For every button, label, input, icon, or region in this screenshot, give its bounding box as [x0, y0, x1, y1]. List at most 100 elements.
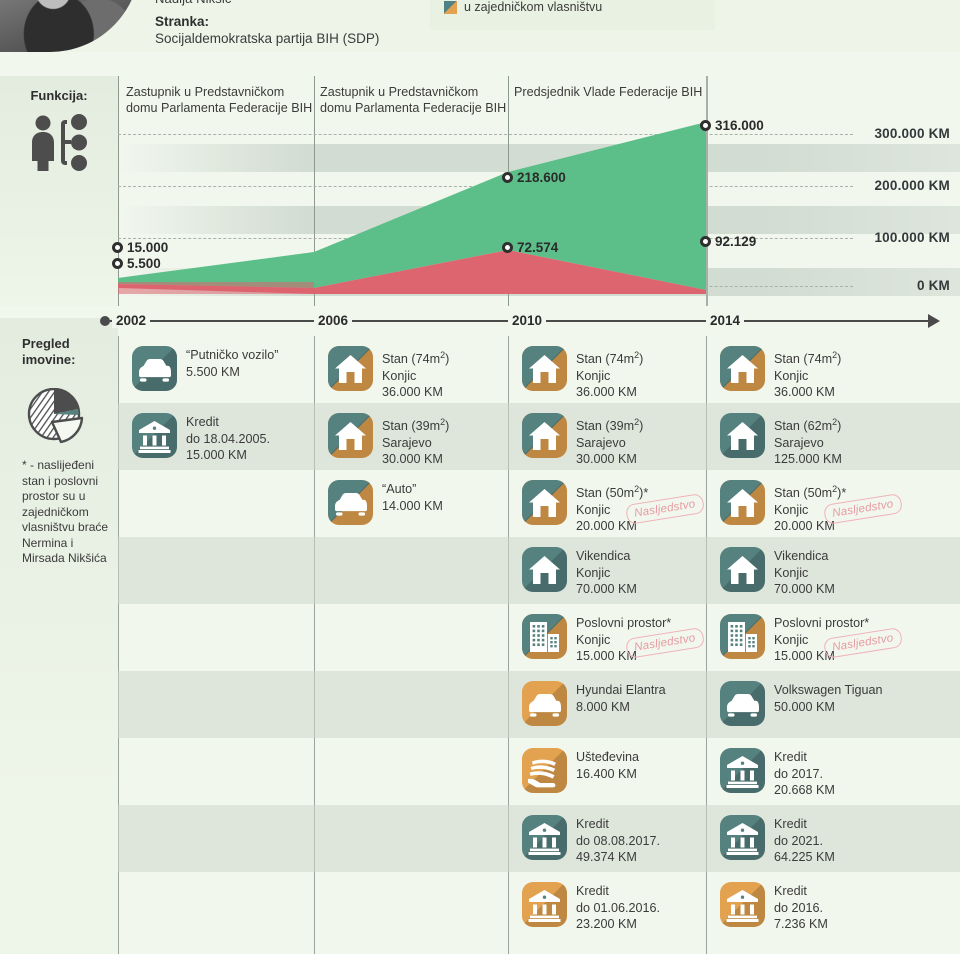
asset-item[interactable]: Stan (50m2)* Konjic 20.000 KM: [720, 480, 846, 535]
datapoint-2002-debt: 5.500: [112, 256, 161, 271]
assets-rail: Pregled imovine: * - naslijeđeni stan i …: [0, 318, 118, 954]
asset-cell-2014: Poslovni prostor* Konjic 15.000 KM Nasljeds…: [706, 604, 960, 671]
asset-line-1: Konjic: [576, 502, 611, 517]
bank-icon: [132, 413, 177, 458]
asset-item[interactable]: Hyundai Elantra 8.000 KM: [522, 681, 666, 726]
series-assets-area: [118, 122, 706, 290]
datapoint-label: 92.129: [715, 234, 757, 249]
datapoint-marker-icon: [700, 236, 711, 247]
asset-line-0: Stan (74m2): [576, 350, 644, 367]
car-icon: [328, 480, 373, 525]
ytick-label-100000: 100.000 KM: [874, 230, 950, 245]
asset-item[interactable]: “Auto” 14.000 KM: [328, 480, 443, 525]
asset-cell-2014: Kredit do 2017. 20.668 KM: [706, 738, 960, 805]
asset-item[interactable]: Stan (74m2) Konjic 36.000 KM: [720, 346, 841, 401]
asset-cell-2010: Kredit do 01.06.2016. 23.200 KM: [508, 872, 706, 939]
asset-line-0: Stan (50m2)*: [774, 484, 847, 501]
asset-line-0: Poslovni prostor*: [576, 616, 672, 630]
asset-item[interactable]: Kredit do 2021. 64.225 KM: [720, 815, 835, 866]
car-icon: [132, 346, 177, 391]
asset-item[interactable]: Kredit do 01.06.2016. 23.200 KM: [522, 882, 660, 933]
asset-line-1: do 2017.: [774, 766, 824, 781]
table-row: Kredit do 18.04.2005. 15.000 KM Stan (39m2)…: [118, 403, 960, 470]
asset-text: “Putničko vozilo” 5.500 KM: [186, 346, 278, 380]
table-row: Ušteđevina 16.400 KM Kredit do 2017. 20.668 …: [118, 738, 960, 805]
bank-icon: [720, 748, 765, 793]
asset-cell-2002: [118, 805, 314, 872]
asset-item[interactable]: Stan (50m2)* Konjic 20.000 KM: [522, 480, 648, 535]
asset-line-0: Stan (74m2): [382, 350, 450, 367]
asset-item[interactable]: Stan (62m2) Sarajevo 125.000 KM: [720, 413, 842, 468]
party-value: Socijaldemokratska partija BIH (SDP): [155, 31, 380, 46]
asset-text: Kredit do 08.08.2017. 49.374 KM: [576, 815, 660, 866]
asset-text: Poslovni prostor* Konjic 15.000 KM: [576, 614, 671, 665]
people-hierarchy-icon: [28, 114, 90, 172]
office-icon: [522, 614, 567, 659]
asset-item[interactable]: Vikendica Konjic 70.000 KM: [522, 547, 637, 598]
table-row: “Auto” 14.000 KM Stan (50m2)* Konjic 20.000 …: [118, 470, 960, 537]
asset-item[interactable]: Ušteđevina 16.400 KM: [522, 748, 639, 793]
asset-item[interactable]: Poslovni prostor* Konjic 15.000 KM: [720, 614, 869, 665]
asset-line-2: 36.000 KM: [774, 385, 835, 400]
asset-item[interactable]: Kredit do 2017. 20.668 KM: [720, 748, 835, 799]
column-divider-3: [706, 336, 707, 954]
function-title: Funkcija:: [30, 88, 88, 103]
asset-text: Hyundai Elantra 8.000 KM: [576, 681, 666, 715]
asset-line-1: do 2016.: [774, 900, 824, 915]
asset-item[interactable]: “Putničko vozilo” 5.500 KM: [132, 346, 278, 391]
asset-item[interactable]: Poslovni prostor* Konjic 15.000 KM: [522, 614, 671, 665]
asset-cell-2006: [314, 738, 508, 805]
timeline-year-2002: 2002: [112, 313, 151, 328]
asset-line-1: Konjic: [576, 565, 611, 580]
asset-text: Kredit do 01.06.2016. 23.200 KM: [576, 882, 660, 933]
asset-text: Kredit do 2021. 64.225 KM: [774, 815, 835, 866]
bank-icon: [522, 815, 567, 860]
asset-cell-2002: “Putničko vozilo” 5.500 KM: [118, 336, 314, 403]
asset-item[interactable]: Kredit do 08.08.2017. 49.374 KM: [522, 815, 660, 866]
datapoint-label: 5.500: [127, 256, 161, 271]
legend-label: u zajedničkom vlasništvu: [464, 0, 603, 14]
legend-shared-ownership: u zajedničkom vlasništvu: [444, 0, 602, 14]
asset-line-0: Stan (74m2): [774, 350, 842, 367]
datapoint-marker-icon: [502, 242, 513, 253]
asset-line-0: Kredit: [576, 884, 609, 898]
function-rail: Funkcija:: [0, 76, 118, 306]
datapoint-2002-assets: 15.000: [112, 240, 168, 255]
legend-box: u zajedničkom vlasništvu: [430, 0, 715, 30]
asset-cell-2006: [314, 604, 508, 671]
asset-cell-2006: [314, 872, 508, 939]
assets-table: “Putničko vozilo” 5.500 KM Stan (74m2) Konj…: [118, 336, 960, 954]
asset-text: Stan (74m2) Konjic 36.000 KM: [774, 346, 841, 401]
asset-line-1: Konjic: [576, 368, 611, 383]
asset-cell-2006: [314, 537, 508, 604]
asset-line-2: 125.000 KM: [774, 452, 842, 467]
asset-item[interactable]: Kredit do 2016. 7.236 KM: [720, 882, 828, 933]
asset-text: Poslovni prostor* Konjic 15.000 KM: [774, 614, 869, 665]
asset-line-1: Sarajevo: [382, 435, 432, 450]
asset-line-1: Konjic: [576, 632, 611, 647]
asset-item[interactable]: Stan (39m2) Sarajevo 30.000 KM: [328, 413, 449, 468]
asset-cell-2010: Kredit do 08.08.2017. 49.374 KM: [508, 805, 706, 872]
asset-cell-2006: “Auto” 14.000 KM: [314, 470, 508, 537]
asset-item[interactable]: Volkswagen Tiguan 50.000 KM: [720, 681, 883, 726]
asset-item[interactable]: Vikendica Konjic 70.000 KM: [720, 547, 835, 598]
asset-item[interactable]: Kredit do 18.04.2005. 15.000 KM: [132, 413, 270, 464]
asset-line-2: 30.000 KM: [382, 452, 443, 467]
asset-text: Kredit do 2017. 20.668 KM: [774, 748, 835, 799]
house-icon: [522, 480, 567, 525]
asset-line-1: do 18.04.2005.: [186, 431, 271, 446]
asset-item[interactable]: Stan (74m2) Konjic 36.000 KM: [328, 346, 449, 401]
datapoint-marker-icon: [700, 120, 711, 131]
asset-line-2: 36.000 KM: [382, 385, 443, 400]
assets-footnote: * - naslijeđeni stan i poslovni prostor …: [22, 458, 109, 565]
asset-text: Kredit do 2016. 7.236 KM: [774, 882, 828, 933]
asset-line-2: 20.000 KM: [576, 519, 637, 534]
table-row: Vikendica Konjic 70.000 KM Vikendica Konjic 7…: [118, 537, 960, 604]
asset-cell-2010: Poslovni prostor* Konjic 15.000 KM Nasljeds…: [508, 604, 706, 671]
chart-divider-2006: [314, 76, 315, 306]
asset-item[interactable]: Stan (39m2) Sarajevo 30.000 KM: [522, 413, 643, 468]
asset-line-0: Vikendica: [576, 549, 631, 563]
asset-line-0: Stan (39m2): [576, 417, 644, 434]
datapoint-2014-debt: 92.129: [700, 234, 756, 249]
asset-item[interactable]: Stan (74m2) Konjic 36.000 KM: [522, 346, 643, 401]
